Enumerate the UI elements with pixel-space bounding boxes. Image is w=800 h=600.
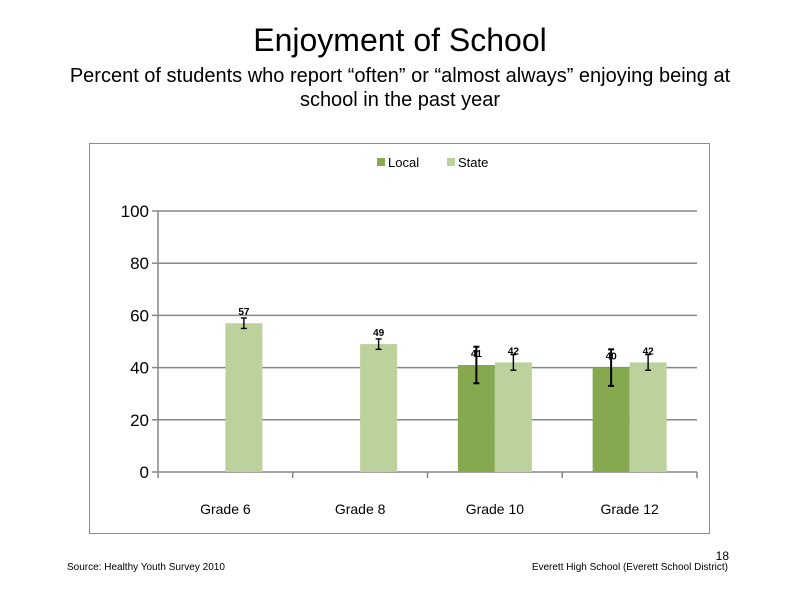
data-label: 57 bbox=[238, 307, 250, 318]
x-tick-label: Grade 6 bbox=[200, 501, 251, 517]
legend-swatch-local bbox=[377, 158, 385, 166]
y-tick-label: 20 bbox=[130, 411, 149, 430]
data-label: 41 bbox=[471, 349, 483, 360]
page-number: 18 bbox=[715, 549, 729, 563]
legend-label-local: Local bbox=[388, 155, 419, 170]
legend-label-state: State bbox=[458, 155, 488, 170]
chart-frame: 0 20 40 60 80 100 57 Grade 6 49 Grade 8 41 42 Grade … bbox=[89, 143, 710, 534]
x-tick-label: Grade 12 bbox=[600, 501, 659, 517]
source-note: Source: Healthy Youth Survey 2010 bbox=[67, 562, 225, 573]
bar-state bbox=[494, 362, 532, 472]
data-label: 42 bbox=[643, 346, 655, 357]
slide-title: Enjoyment of School bbox=[253, 22, 547, 58]
slide-subtitle: Percent of students who report “often” o… bbox=[69, 65, 731, 111]
data-label: 49 bbox=[373, 328, 385, 339]
school-name: Everett High School (Everett School Dist… bbox=[531, 562, 728, 573]
y-tick-label: 60 bbox=[130, 306, 149, 325]
data-label: 42 bbox=[508, 346, 520, 357]
bar-state bbox=[225, 323, 263, 472]
enjoyment-bar-chart: 0 20 40 60 80 100 57 Grade 6 49 Grade 8 41 42 Grade … bbox=[121, 155, 698, 517]
data-label: 40 bbox=[606, 352, 618, 363]
y-tick-label: 80 bbox=[130, 254, 149, 273]
y-tick-label: 100 bbox=[121, 202, 149, 221]
y-tick-label: 40 bbox=[130, 359, 149, 378]
bar-state bbox=[629, 362, 667, 472]
bar-state bbox=[360, 344, 398, 472]
y-tick-label: 0 bbox=[140, 463, 149, 482]
x-tick-label: Grade 8 bbox=[335, 501, 386, 517]
x-tick-label: Grade 10 bbox=[466, 501, 525, 517]
legend-swatch-state bbox=[447, 158, 455, 166]
